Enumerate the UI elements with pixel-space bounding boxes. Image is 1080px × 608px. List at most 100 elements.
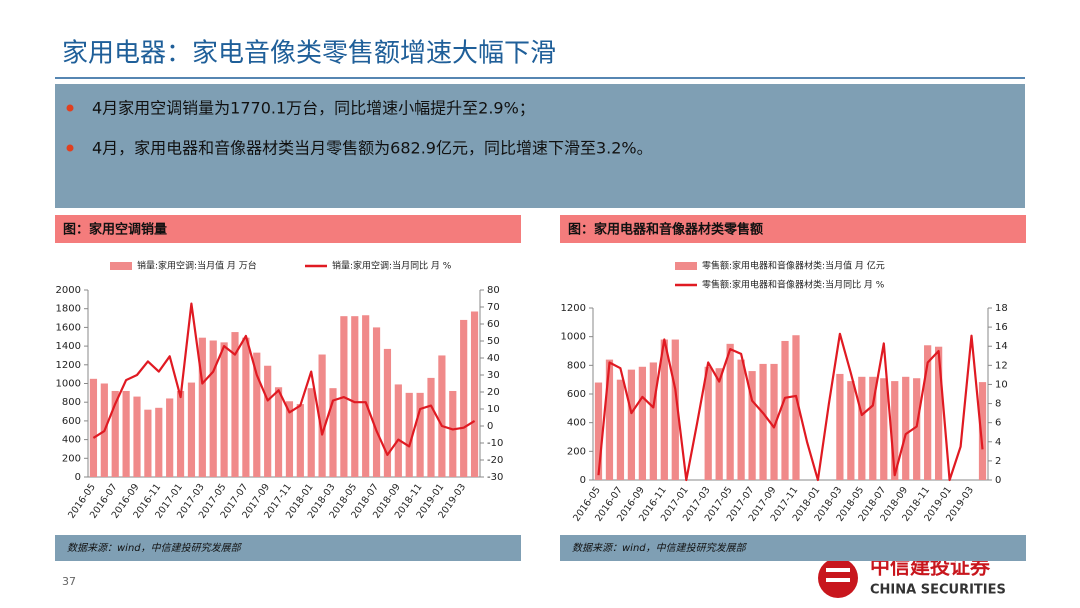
bar [155,407,163,477]
y-tick-label: 0 [580,475,586,486]
bar [638,366,646,480]
bar [307,388,315,477]
y2-tick-label: 18 [995,303,1008,314]
y2-tick-label: 30 [487,370,500,381]
y2-tick-label: -30 [487,472,503,483]
bar [220,342,228,477]
bar [362,315,370,477]
bar [372,327,381,477]
y2-tick-label: 14 [995,341,1008,352]
bar [383,348,392,477]
bar [935,346,943,480]
y-tick-label: 400 [62,435,81,446]
bar [858,376,866,480]
legend-label: 零售额:家用电器和音像器材类:当月同比 月 % [702,279,885,291]
y2-tick-label: 12 [995,360,1008,371]
y-tick-label: 600 [62,416,81,427]
bar [460,319,468,477]
y-tick-label: 1000 [561,332,586,343]
bar [880,378,888,480]
legend-label: 销量:家用空调:当月同比 月 % [332,260,452,272]
bar [231,332,239,477]
y-tick-label: 1000 [56,379,81,390]
y2-tick-label: 16 [995,322,1008,333]
source-bar [560,535,1026,561]
bullet-text: 4月，家用电器和音像器材类当月零售额为682.9亿元，同比增速下滑至3.2%。 [92,139,653,158]
bar [166,398,174,477]
bullet-dot [66,104,74,112]
bar [242,337,250,477]
y-tick-label: 200 [62,453,81,464]
y-tick-label: 2000 [56,285,81,296]
bar [627,369,636,480]
bar [329,388,337,477]
y2-tick-label: 2 [995,456,1001,467]
bar [470,311,479,477]
bar [737,359,745,480]
chart-title: 图：家用电器和音像器材类零售额 [568,222,763,238]
bar [924,345,932,480]
y2-tick-label: 70 [487,302,500,313]
bar [770,363,778,480]
bar [660,339,668,480]
bar [285,401,294,477]
bar [594,382,603,480]
bar [144,409,152,477]
bullet-text: 4月家用空调销量为1770.1万台，同比增速小幅提升至2.9%； [92,99,535,118]
y2-tick-label: 0 [487,421,493,432]
bar [133,396,141,477]
bar [416,392,424,477]
bar [318,354,326,477]
bar [781,340,789,480]
bar [869,376,877,480]
bar [605,359,614,480]
bar [111,390,119,477]
bar [649,362,657,480]
y2-tick-label: 80 [487,285,500,296]
bar [704,366,712,480]
bar [296,404,304,477]
y2-tick-label: 0 [995,475,1001,486]
y-tick-label: 0 [75,472,81,483]
y-tick-label: 1200 [56,360,81,371]
panel-header [55,215,521,243]
y-tick-label: 800 [62,397,81,408]
bar [253,352,261,477]
y-tick-label: 600 [567,389,586,400]
bar [405,392,413,477]
bar [122,390,130,477]
source-note: 数据来源：wind，中信建投研究发展部 [572,542,748,554]
line-series [92,302,476,456]
y-tick-label: 1400 [56,341,81,352]
bar [394,384,402,477]
y-tick-label: 800 [567,360,586,371]
y-tick-label: 400 [567,418,586,429]
summary-box [55,84,1025,208]
line-series [597,332,984,482]
chart-title: 图：家用空调销量 [63,222,167,238]
source-bar [55,535,521,561]
y2-tick-label: 10 [995,379,1008,390]
bar [264,365,272,477]
y-tick-label: 1800 [56,304,81,315]
bar [198,337,206,477]
bar [715,368,723,480]
bar [427,377,435,477]
y2-tick-label: 60 [487,319,500,330]
bar [438,355,446,477]
bar [847,381,855,480]
legend-swatch [110,262,132,270]
bar [274,387,283,477]
logo: 中信建投证券 CHINA SECURITIES [818,555,1006,598]
legend-label: 零售额:家用电器和音像器材类:当月值 月 亿元 [702,260,885,272]
bar [89,378,98,477]
y-tick-label: 1200 [561,303,586,314]
bar [726,343,734,480]
panel-header [560,215,1026,243]
y2-tick-label: 4 [995,437,1001,448]
bar [616,379,625,480]
bar [671,339,679,480]
bar [449,390,457,477]
y2-tick-label: 20 [487,387,500,398]
